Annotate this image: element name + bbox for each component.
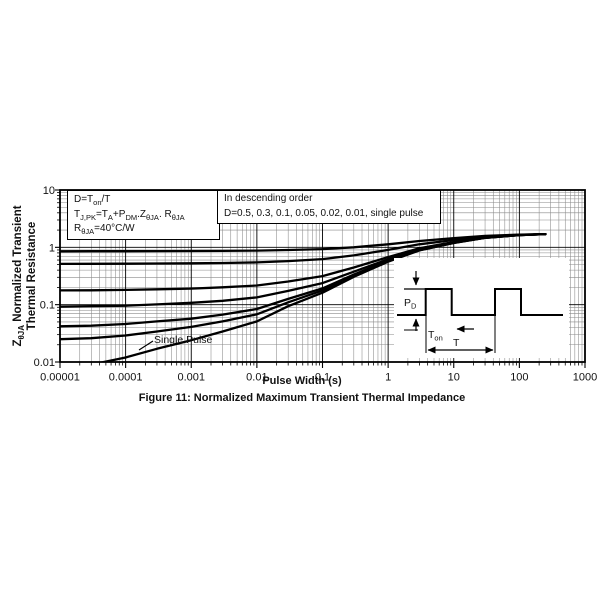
formula-box: D=Ton/T TJ,PK=TA+PDM.ZθJA. RθJA RθJA=40°… xyxy=(67,190,220,240)
x-tick-label: 0.1 xyxy=(315,372,330,384)
x-tick-label: 0.00001 xyxy=(40,372,80,384)
y-tick-label: 1 xyxy=(49,242,55,254)
x-tick-label: 100 xyxy=(510,372,528,384)
svg-text:ZθJA Normalized Transient: ZθJA Normalized Transient xyxy=(12,205,26,346)
y-tick-label: 10 xyxy=(43,185,55,197)
axis-tick-labels: 0.00001 0.0001 0.001 0.01 0.1 1 10 100 1000 10 1 0.… xyxy=(34,185,598,384)
pulse-train-waveform xyxy=(397,288,563,316)
formula-peak-temp: TJ,PK=TA+PDM.ZθJA. RθJA xyxy=(74,208,185,222)
curve-family xyxy=(60,232,547,362)
x-tick-label: 0.001 xyxy=(177,372,205,384)
x-tick-label: 1000 xyxy=(573,372,597,384)
period-label: T xyxy=(453,337,460,349)
y-tick-label: 0.1 xyxy=(40,300,55,312)
single-pulse-label: Single Pulse xyxy=(154,334,213,346)
inset-background xyxy=(394,258,569,358)
curve-d-0-3 xyxy=(60,232,547,266)
x-tick-label: 0.0001 xyxy=(109,372,143,384)
formula-duty-cycle: D=Ton/T xyxy=(74,194,111,207)
x-tick-label: 1 xyxy=(385,372,391,384)
x-axis-title: Pulse Width (s) xyxy=(262,375,342,387)
curve-single-pulse xyxy=(98,232,547,362)
formula-rtheta: RθJA=40°C/W xyxy=(74,223,135,236)
single-pulse-pointer-line xyxy=(138,340,154,351)
pulse-waveform-inset: PD Ton T xyxy=(394,258,569,358)
ton-label: Ton xyxy=(428,329,443,343)
x-tick-label: 10 xyxy=(448,372,460,384)
y-tick-label: 0.01 xyxy=(34,357,55,369)
legend-line-2: D=0.5, 0.3, 0.1, 0.05, 0.02, 0.01, singl… xyxy=(224,207,424,219)
figure-caption: Figure 11: Normalized Maximum Transient … xyxy=(138,392,466,404)
svg-text:Thermal Resistance: Thermal Resistance xyxy=(26,222,38,331)
legend-line-1: In descending order xyxy=(224,193,313,204)
x-tick-label: 0.01 xyxy=(246,372,267,384)
y-axis-title: ZθJA Normalized Transient Thermal Resist… xyxy=(12,205,38,346)
curve-d-0-5 xyxy=(60,232,547,253)
legend-box: In descending order D=0.5, 0.3, 0.1, 0.0… xyxy=(217,190,441,224)
pd-label: PD xyxy=(404,297,417,311)
